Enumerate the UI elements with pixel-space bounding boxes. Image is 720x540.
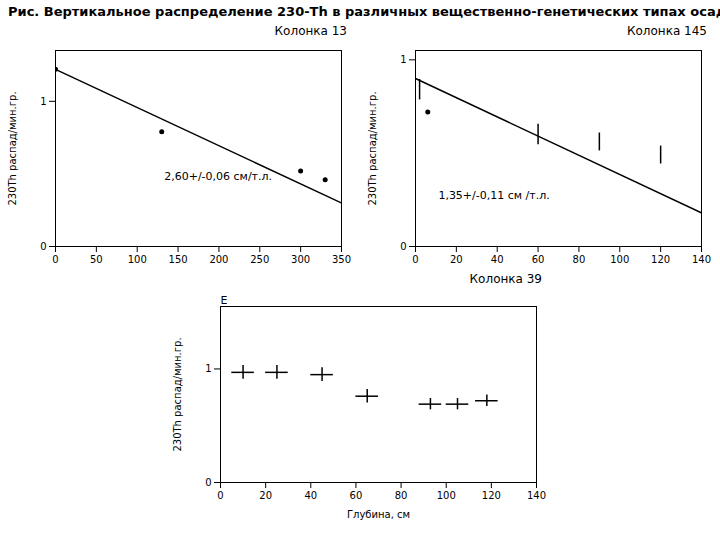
- svg-text:1: 1: [400, 54, 406, 65]
- svg-text:E: E: [221, 294, 228, 307]
- svg-text:0: 0: [412, 254, 418, 265]
- svg-text:2,60+/-0,06 см/т.л.: 2,60+/-0,06 см/т.л.: [164, 170, 272, 183]
- svg-text:120: 120: [482, 490, 501, 501]
- svg-text:140: 140: [692, 254, 711, 265]
- svg-text:60: 60: [532, 254, 545, 265]
- svg-text:0: 0: [205, 477, 211, 488]
- svg-text:1: 1: [40, 96, 46, 107]
- svg-text:Глубина, см: Глубина, см: [347, 509, 410, 520]
- svg-text:120: 120: [651, 254, 670, 265]
- svg-text:40: 40: [491, 254, 504, 265]
- svg-text:230Th распад/мин.гр.: 230Th распад/мин.гр.: [7, 91, 18, 205]
- svg-text:40: 40: [304, 490, 317, 501]
- html-text:Колонка 39: Колонка 39: [469, 272, 542, 286]
- svg-text:60: 60: [350, 490, 363, 501]
- svg-text:230Th распад/мин.гр.: 230Th распад/мин.гр.: [367, 91, 378, 205]
- svg-text:100: 100: [437, 490, 456, 501]
- svg-text:50: 50: [90, 254, 103, 265]
- svg-text:230Th распад/мин.гр.: 230Th распад/мин.гр.: [172, 337, 183, 451]
- svg-text:0: 0: [40, 241, 46, 252]
- html-text:Колонка 13: Колонка 13: [274, 24, 347, 38]
- svg-text:100: 100: [610, 254, 629, 265]
- svg-text:250: 250: [250, 254, 269, 265]
- svg-text:0: 0: [52, 254, 58, 265]
- svg-text:0: 0: [400, 241, 406, 252]
- svg-text:100: 100: [128, 254, 147, 265]
- svg-text:20: 20: [259, 490, 272, 501]
- svg-text:20: 20: [450, 254, 463, 265]
- svg-text:1: 1: [205, 363, 211, 374]
- svg-text:0: 0: [217, 490, 223, 501]
- svg-text:1,35+/-0,11 см /т.л.: 1,35+/-0,11 см /т.л.: [438, 189, 549, 202]
- svg-text:200: 200: [209, 254, 228, 265]
- svg-text:80: 80: [573, 254, 586, 265]
- svg-text:300: 300: [291, 254, 310, 265]
- svg-text:150: 150: [169, 254, 188, 265]
- html-text:Колонка 145: Колонка 145: [627, 24, 707, 38]
- svg-text:140: 140: [527, 490, 546, 501]
- svg-text:350: 350: [332, 254, 351, 265]
- svg-text:80: 80: [395, 490, 408, 501]
